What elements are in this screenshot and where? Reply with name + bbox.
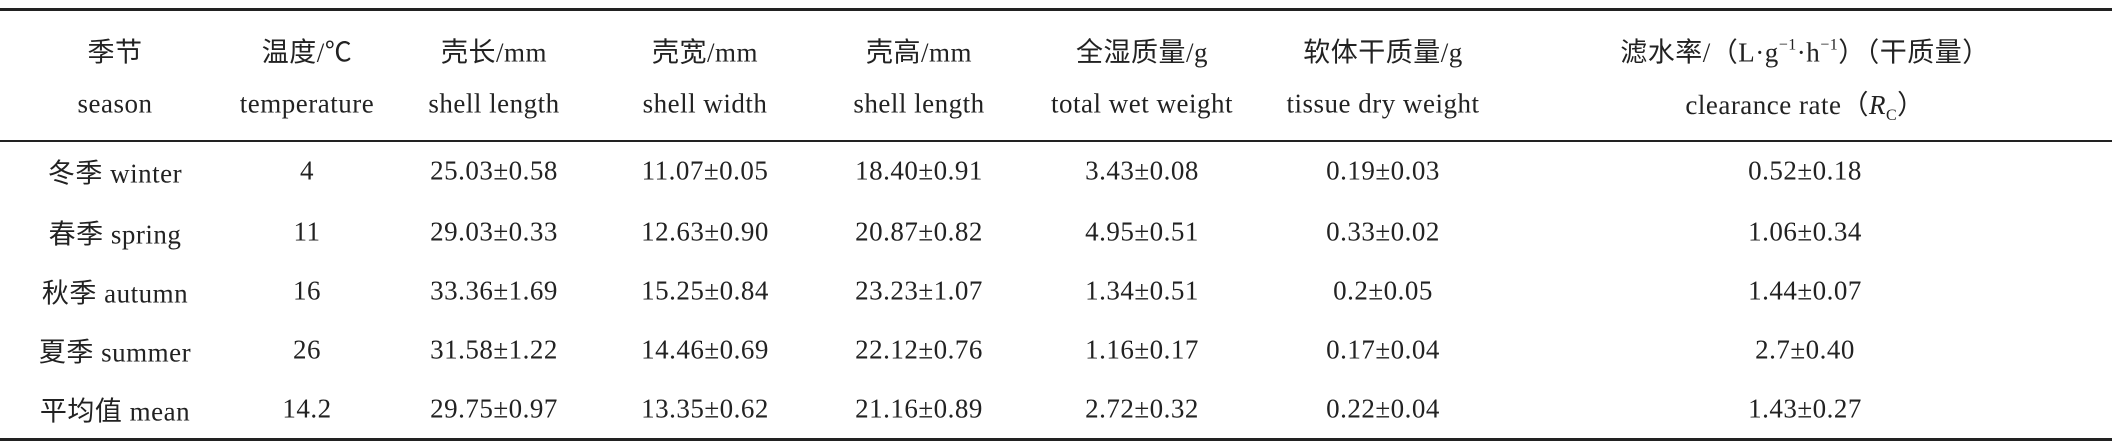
table-cell: 12.63±0.90 [641, 216, 769, 247]
table-cell: 14.2 [282, 393, 332, 424]
table-cell: 夏季 summer [38, 337, 192, 368]
header-zh: 软体干质量/g [1303, 31, 1463, 70]
table-cell: 18.40±0.91 [855, 155, 983, 186]
header-text: ）（干质量） [1838, 37, 1990, 68]
table-cell: 1.16±0.17 [1085, 334, 1199, 365]
header-text: shell width [642, 88, 768, 119]
table-cell: 13.35±0.62 [641, 393, 769, 424]
header-text: 壳长/mm [440, 37, 548, 68]
header-text: R [1868, 90, 1886, 120]
table-cell: 1.43±0.27 [1748, 393, 1862, 424]
table-cell: 3.43±0.08 [1085, 155, 1199, 186]
header-text: 壳宽/mm [651, 37, 759, 68]
table-cell: 0.19±0.03 [1326, 155, 1440, 186]
header-text: 软体干质量/g [1303, 37, 1463, 68]
table-cell: 31.58±1.22 [430, 334, 558, 365]
table-cell: 秋季 autumn [41, 278, 189, 309]
header-text: shell length [853, 88, 985, 119]
table-cell: 26 [293, 334, 321, 365]
table-cell: 29.75±0.97 [430, 393, 558, 424]
table-cell: 0.2±0.05 [1333, 275, 1433, 306]
table-cell: 22.12±0.76 [855, 334, 983, 365]
table-cell: 16 [293, 275, 321, 306]
table-cell: 20.87±0.82 [855, 216, 983, 247]
header-en: total wet weight [1051, 89, 1233, 120]
header-en: shell length [853, 89, 984, 120]
header-zh: 壳高/mm [866, 31, 972, 70]
table-cell: 29.03±0.33 [430, 216, 558, 247]
header-zh: 滤水率/（L·g−1·h−1）（干质量） [1620, 31, 1990, 70]
table-cell: 冬季 winter [47, 158, 183, 189]
table-cell: 4.95±0.51 [1085, 216, 1199, 247]
header-zh: 壳长/mm [441, 31, 547, 70]
table-cell: 14.46±0.69 [641, 334, 769, 365]
table-cell: 1.44±0.07 [1748, 275, 1862, 306]
header-text: clearance rate（ [1685, 90, 1869, 120]
header-text: ·h [1796, 37, 1821, 68]
table-cell: 11 [293, 216, 321, 247]
table-cell: 0.22±0.04 [1326, 393, 1440, 424]
table-cell: 0.17±0.04 [1326, 334, 1440, 365]
table-cell: 4 [300, 155, 314, 186]
table-cell: 23.23±1.07 [855, 275, 983, 306]
table-cell: 15.25±0.84 [641, 275, 769, 306]
bottom-rule [0, 438, 2112, 441]
header-text: season [77, 88, 153, 119]
header-sup: −1 [1778, 36, 1797, 54]
header-rule [0, 140, 2112, 142]
header-en: temperature [240, 89, 374, 120]
table-cell: 春季 spring [48, 219, 182, 250]
header-text: tissue dry weight [1286, 88, 1480, 119]
header-en: season [78, 89, 153, 120]
table-cell: 21.16±0.89 [855, 393, 983, 424]
header-zh: 全湿质量/g [1076, 31, 1208, 70]
top-rule [0, 8, 2112, 11]
table-cell: 0.52±0.18 [1748, 155, 1862, 186]
header-text: 温度/℃ [261, 37, 353, 68]
header-zh: 温度/℃ [262, 31, 353, 70]
header-sup: −1 [1820, 36, 1839, 54]
header-text: 季节 [87, 37, 143, 68]
header-zh: 季节 [88, 31, 143, 70]
table-cell: 2.72±0.32 [1085, 393, 1199, 424]
header-text: total wet weight [1051, 88, 1233, 119]
header-sub: C [1885, 107, 1898, 124]
table-cell: 1.34±0.51 [1085, 275, 1199, 306]
header-text: 滤水率/（L·g [1620, 37, 1779, 68]
header-en: tissue dry weight [1287, 89, 1480, 120]
table-cell: 25.03±0.58 [430, 155, 558, 186]
table-cell: 33.36±1.69 [430, 275, 558, 306]
table-cell: 2.7±0.40 [1755, 334, 1855, 365]
header-text: shell length [428, 88, 560, 119]
header-text: 壳高/mm [865, 37, 973, 68]
table-cell: 11.07±0.05 [641, 155, 769, 186]
table-cell: 1.06±0.34 [1748, 216, 1862, 247]
header-text: 全湿质量/g [1075, 37, 1209, 68]
table-cell: 平均值 mean [39, 396, 191, 427]
header-en: shell length [428, 89, 559, 120]
header-en: clearance rate（RC） [1685, 83, 1924, 125]
header-text: temperature [239, 88, 375, 119]
header-zh: 壳宽/mm [652, 31, 758, 70]
header-text: ） [1897, 90, 1925, 120]
header-en: shell width [643, 89, 768, 120]
table-cell: 0.33±0.02 [1326, 216, 1440, 247]
